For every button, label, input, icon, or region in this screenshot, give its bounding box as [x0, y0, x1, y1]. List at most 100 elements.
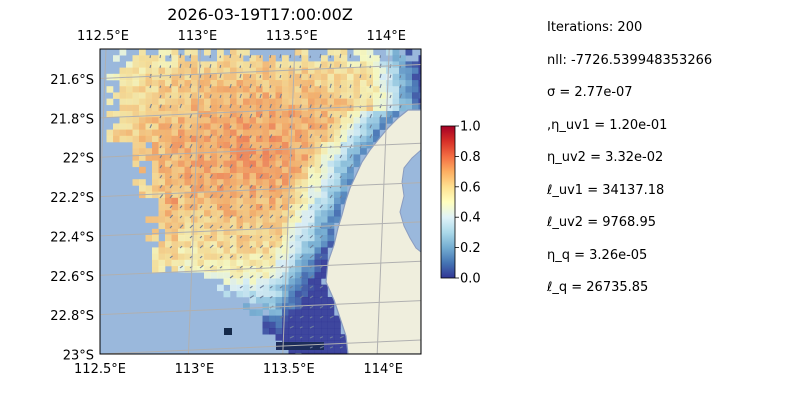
- field-cell: [308, 241, 315, 248]
- velocity-arrow: [369, 84, 372, 89]
- field-cell: [340, 129, 348, 137]
- field-cell: [308, 328, 315, 335]
- velocity-arrow: [209, 94, 212, 99]
- field-cell: [288, 328, 296, 335]
- velocity-arrow: [179, 245, 183, 249]
- field-cell: [262, 80, 270, 87]
- field-cell: [327, 185, 335, 192]
- field-cell: [392, 73, 400, 81]
- velocity-arrow: [239, 275, 243, 279]
- field-cell: [418, 67, 421, 75]
- velocity-arrow: [309, 285, 314, 289]
- field-cell: [321, 61, 328, 68]
- field-cell: [321, 253, 328, 261]
- field-cell: [249, 117, 257, 124]
- field-cell: [301, 284, 309, 292]
- velocity-arrow: [179, 194, 183, 199]
- velocity-arrow: [309, 125, 312, 129]
- field-cell: [379, 98, 387, 106]
- field-cell: [256, 241, 263, 248]
- field-cell: [249, 73, 257, 81]
- field-cell: [178, 253, 185, 261]
- field-cell: [321, 185, 328, 192]
- field-cell: [295, 111, 302, 118]
- field-cell: [418, 73, 421, 81]
- velocity-arrow: [299, 65, 302, 69]
- velocity-arrow: [229, 205, 233, 209]
- field-cell: [262, 166, 270, 174]
- field-cell: [399, 55, 406, 62]
- velocity-arrow: [339, 53, 342, 59]
- field-cell: [204, 80, 211, 87]
- field-cell: [262, 315, 270, 323]
- velocity-arrow: [289, 114, 292, 119]
- field-cell: [139, 111, 146, 118]
- velocity-arrow: [249, 164, 253, 169]
- field-cell: [360, 49, 367, 56]
- field-cell: [204, 266, 211, 273]
- field-cell: [360, 55, 367, 62]
- field-cell: [308, 166, 315, 174]
- field-cell: [204, 135, 211, 143]
- field-cell: [210, 210, 218, 217]
- field-cell: [282, 204, 289, 211]
- velocity-arrow: [259, 244, 264, 249]
- field-cell: [275, 328, 283, 335]
- colorbar-tick-label: 0.8: [460, 150, 481, 165]
- field-cell: [262, 204, 270, 211]
- velocity-arrow: [249, 74, 252, 79]
- field-cell: [197, 241, 205, 248]
- velocity-arrow: [219, 114, 222, 119]
- field-cell: [301, 315, 309, 323]
- field-cell: [327, 148, 335, 155]
- field-cell: [223, 111, 231, 118]
- field-cell: [184, 235, 192, 242]
- velocity-arrow: [209, 54, 212, 59]
- field-cell: [197, 111, 205, 118]
- field-cell: [119, 49, 127, 56]
- velocity-arrow: [229, 235, 233, 239]
- field-cell: [145, 123, 153, 130]
- velocity-arrow: [309, 195, 312, 199]
- field-cell: [236, 111, 244, 118]
- field-cell: [249, 135, 257, 143]
- field-cell: [152, 123, 159, 130]
- velocity-arrow: [219, 225, 223, 229]
- field-cell: [236, 86, 244, 93]
- field-cell: [236, 80, 244, 87]
- field-cell: [295, 197, 302, 205]
- field-cell: [321, 266, 328, 273]
- velocity-arrow: [399, 84, 402, 89]
- velocity-arrow: [309, 316, 313, 319]
- velocity-arrow: [279, 54, 282, 59]
- field-cell: [308, 352, 315, 354]
- field-cell: [327, 166, 335, 174]
- field-cell: [210, 228, 218, 236]
- velocity-arrow: [309, 346, 313, 349]
- field-cell: [184, 259, 192, 267]
- field-cell: [178, 166, 185, 174]
- field-cell: [165, 204, 172, 211]
- grid-meridian: [376, 49, 390, 354]
- field-cell: [197, 80, 205, 87]
- velocity-arrow: [329, 155, 333, 159]
- velocity-arrow: [299, 305, 304, 309]
- field-cell: [191, 129, 198, 137]
- velocity-arrow: [319, 94, 322, 99]
- field-cell: [210, 166, 218, 174]
- velocity-arrow: [229, 83, 232, 89]
- field-cell: [171, 204, 179, 211]
- field-cell: [204, 216, 211, 223]
- field-cell: [197, 154, 205, 161]
- field-cell: [178, 129, 185, 137]
- field-cell: [158, 80, 166, 87]
- field-cell: [262, 123, 270, 130]
- field-cell: [269, 129, 276, 137]
- chart-title: 2026-03-19T17:00:00Z: [167, 5, 353, 24]
- field-cell: [314, 92, 322, 99]
- field-cell: [204, 154, 211, 161]
- field-cell: [282, 80, 289, 87]
- velocity-arrow: [299, 84, 302, 89]
- field-cell: [301, 148, 309, 155]
- velocity-arrow: [229, 94, 232, 99]
